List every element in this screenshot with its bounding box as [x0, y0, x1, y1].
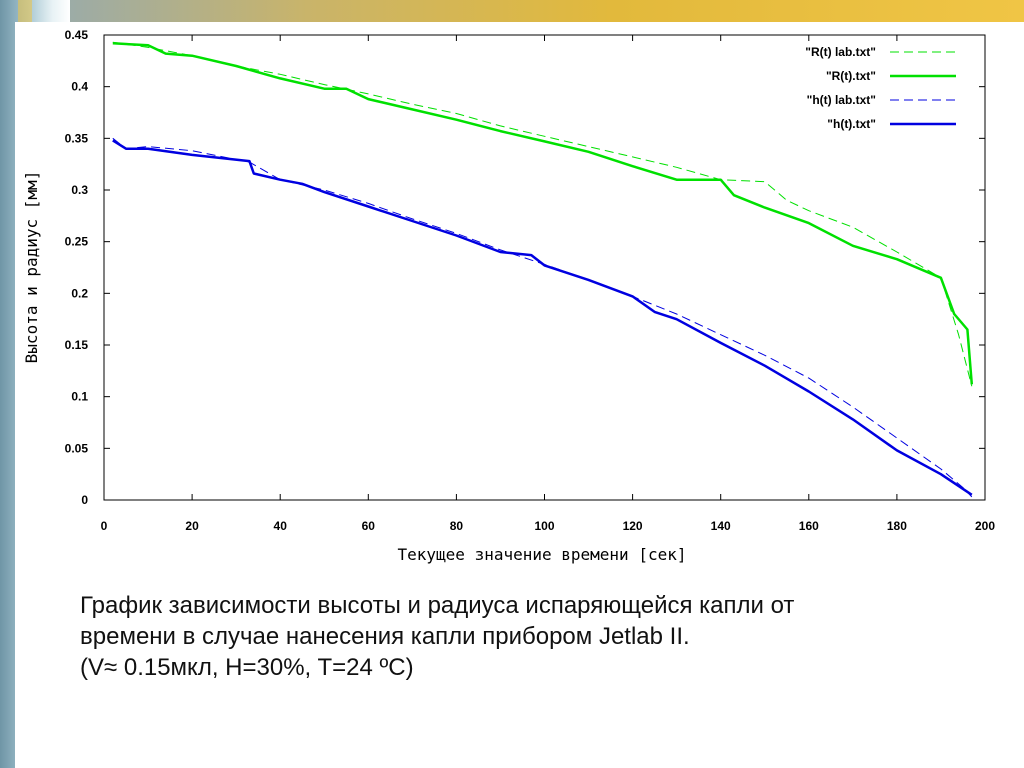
- axis-ticks: 0 20 40 60 80 100 120 140 160 180 200 0 0.05 0.1 0.15 0…: [65, 28, 996, 533]
- x-tick-label: 80: [450, 519, 464, 533]
- y-axis-title: Высота и радиус [мм]: [22, 171, 41, 364]
- legend-label: "R(t) lab.txt": [805, 45, 876, 59]
- series-2-line: [112, 137, 973, 498]
- chart-frame: 0 20 40 60 80 100 120 140 160 180 200 0 0.05 0.1 0.15 0…: [18, 25, 1007, 573]
- y-tick-label: 0.1: [71, 390, 88, 404]
- x-axis-title: Текущее значение времени [сек]: [398, 545, 687, 564]
- x-tick-label: 160: [799, 519, 819, 533]
- series-0-line: [112, 41, 973, 387]
- legend: "R(t) lab.txt" "R(t).txt" "h(t) lab.txt" "h…: [805, 45, 956, 131]
- x-tick-label: 40: [274, 519, 288, 533]
- y-tick-label: 0.25: [65, 235, 89, 249]
- y-tick-label: 0.15: [65, 338, 89, 352]
- y-tick-label: 0: [81, 493, 88, 507]
- slide-top-band: [0, 0, 1024, 22]
- x-tick-label: 140: [711, 519, 731, 533]
- caption-line-3: (V≈ 0.15мкл, H=30%, T=24 ºC): [80, 654, 414, 681]
- y-tick-label: 0.45: [65, 28, 89, 42]
- x-tick-label: 100: [534, 519, 554, 533]
- evaporation-chart: 0 20 40 60 80 100 120 140 160 180 200 0 0.05 0.1 0.15 0…: [22, 28, 996, 564]
- x-tick-label: 120: [623, 519, 643, 533]
- x-tick-label: 0: [101, 519, 108, 533]
- caption-line-2: времени в случае нанесения капли приборо…: [80, 623, 690, 650]
- legend-label: "h(t).txt": [827, 117, 876, 131]
- legend-label: "R(t).txt": [826, 69, 876, 83]
- x-tick-label: 200: [975, 519, 995, 533]
- series-1-line: [112, 42, 974, 385]
- x-tick-label: 180: [887, 519, 907, 533]
- y-tick-label: 0.4: [71, 80, 88, 94]
- x-tick-label: 60: [362, 519, 376, 533]
- series-layer: [112, 41, 974, 498]
- y-tick-label: 0.35: [65, 131, 89, 145]
- legend-label: "h(t) lab.txt": [807, 93, 876, 107]
- figure-caption: График зависимости высоты и радиуса испа…: [80, 590, 1010, 683]
- series-3-line: [112, 139, 973, 496]
- x-tick-label: 20: [185, 519, 199, 533]
- y-tick-label: 0.2: [71, 286, 88, 300]
- y-tick-label: 0.05: [65, 441, 89, 455]
- y-tick-label: 0.3: [71, 183, 88, 197]
- caption-line-1: График зависимости высоты и радиуса испа…: [80, 592, 795, 619]
